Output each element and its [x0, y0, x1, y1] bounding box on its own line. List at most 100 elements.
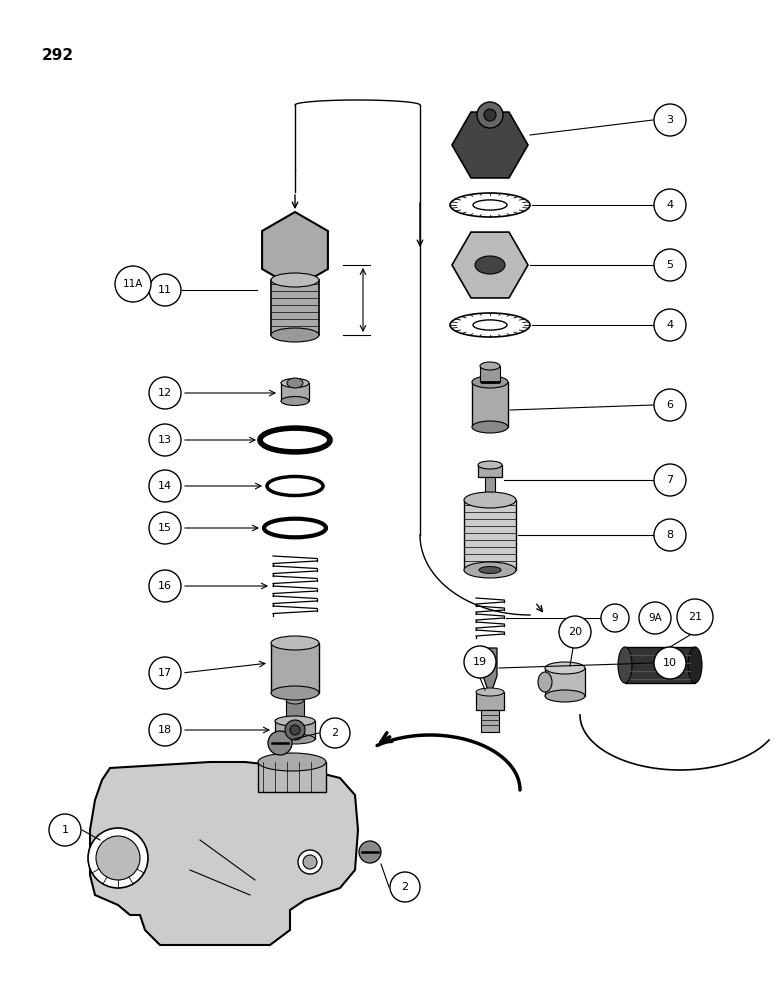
Bar	[481, 710, 499, 732]
Ellipse shape	[271, 273, 319, 287]
Circle shape	[654, 309, 686, 341]
Ellipse shape	[473, 200, 507, 210]
Circle shape	[149, 570, 181, 602]
Circle shape	[359, 841, 381, 863]
Bar	[478, 465, 502, 477]
Circle shape	[149, 657, 181, 689]
Ellipse shape	[479, 566, 501, 574]
Circle shape	[285, 720, 305, 740]
Text: 17: 17	[158, 668, 172, 678]
Circle shape	[149, 377, 181, 409]
Ellipse shape	[450, 193, 530, 217]
Circle shape	[601, 604, 629, 632]
Circle shape	[88, 828, 148, 888]
Circle shape	[290, 725, 300, 735]
Circle shape	[298, 850, 322, 874]
Text: 2: 2	[332, 728, 339, 738]
Bar	[275, 721, 315, 739]
Text: 3: 3	[666, 115, 673, 125]
Bar	[476, 692, 504, 710]
Text: 14: 14	[158, 481, 172, 491]
Ellipse shape	[269, 431, 321, 449]
Circle shape	[639, 602, 671, 634]
Bar	[472, 382, 508, 427]
Bar	[625, 647, 695, 683]
Text: 4: 4	[666, 200, 674, 210]
Circle shape	[96, 836, 140, 880]
Ellipse shape	[287, 378, 303, 388]
Circle shape	[268, 731, 292, 755]
Circle shape	[149, 274, 181, 306]
Ellipse shape	[472, 421, 508, 433]
Ellipse shape	[286, 696, 304, 704]
Ellipse shape	[286, 726, 304, 734]
Bar	[258, 762, 326, 792]
Polygon shape	[483, 648, 497, 696]
Text: 12: 12	[158, 388, 172, 398]
Text: 9A: 9A	[648, 613, 662, 623]
Circle shape	[149, 512, 181, 544]
Bar	[480, 366, 500, 382]
Bar	[271, 643, 319, 693]
Circle shape	[654, 464, 686, 496]
Text: 10: 10	[663, 658, 677, 668]
Ellipse shape	[475, 256, 505, 274]
Ellipse shape	[480, 362, 500, 370]
Text: 15: 15	[158, 523, 172, 533]
Text: 9: 9	[612, 613, 619, 623]
Circle shape	[49, 814, 81, 846]
Circle shape	[390, 872, 420, 902]
Text: 20: 20	[568, 627, 582, 637]
Text: 1: 1	[62, 825, 69, 835]
Text: 8: 8	[666, 530, 674, 540]
Circle shape	[654, 389, 686, 421]
Ellipse shape	[281, 396, 309, 406]
Ellipse shape	[450, 313, 530, 337]
Circle shape	[654, 647, 686, 679]
Circle shape	[654, 189, 686, 221]
Text: 21: 21	[688, 612, 702, 622]
Ellipse shape	[271, 636, 319, 650]
Circle shape	[149, 470, 181, 502]
Ellipse shape	[478, 461, 502, 469]
Ellipse shape	[464, 492, 516, 508]
Bar	[286, 700, 304, 730]
Circle shape	[677, 599, 713, 635]
Ellipse shape	[473, 320, 507, 330]
Ellipse shape	[275, 734, 315, 744]
Text: 4: 4	[666, 320, 674, 330]
Bar	[281, 383, 309, 401]
Polygon shape	[90, 762, 358, 945]
Ellipse shape	[618, 647, 632, 683]
Circle shape	[484, 109, 496, 121]
Text: 7: 7	[666, 475, 674, 485]
Ellipse shape	[281, 378, 309, 387]
Text: 11A: 11A	[122, 279, 144, 289]
Ellipse shape	[545, 662, 585, 674]
Ellipse shape	[275, 716, 315, 726]
Polygon shape	[452, 232, 528, 298]
Circle shape	[654, 104, 686, 136]
Bar	[545, 668, 585, 696]
Circle shape	[477, 102, 503, 128]
Circle shape	[559, 616, 591, 648]
Ellipse shape	[271, 686, 319, 700]
Bar	[271, 280, 319, 335]
Circle shape	[303, 855, 317, 869]
Ellipse shape	[258, 753, 326, 771]
Text: 13: 13	[158, 435, 172, 445]
Circle shape	[149, 424, 181, 456]
Circle shape	[320, 718, 350, 748]
Polygon shape	[452, 112, 528, 178]
Circle shape	[149, 714, 181, 746]
Bar	[464, 500, 516, 570]
Ellipse shape	[688, 647, 702, 683]
Ellipse shape	[274, 479, 316, 493]
Polygon shape	[262, 212, 328, 288]
Circle shape	[115, 266, 151, 302]
Text: 19: 19	[473, 657, 487, 667]
Ellipse shape	[272, 521, 318, 535]
Text: 16: 16	[158, 581, 172, 591]
Ellipse shape	[545, 690, 585, 702]
Text: 292: 292	[42, 48, 74, 63]
